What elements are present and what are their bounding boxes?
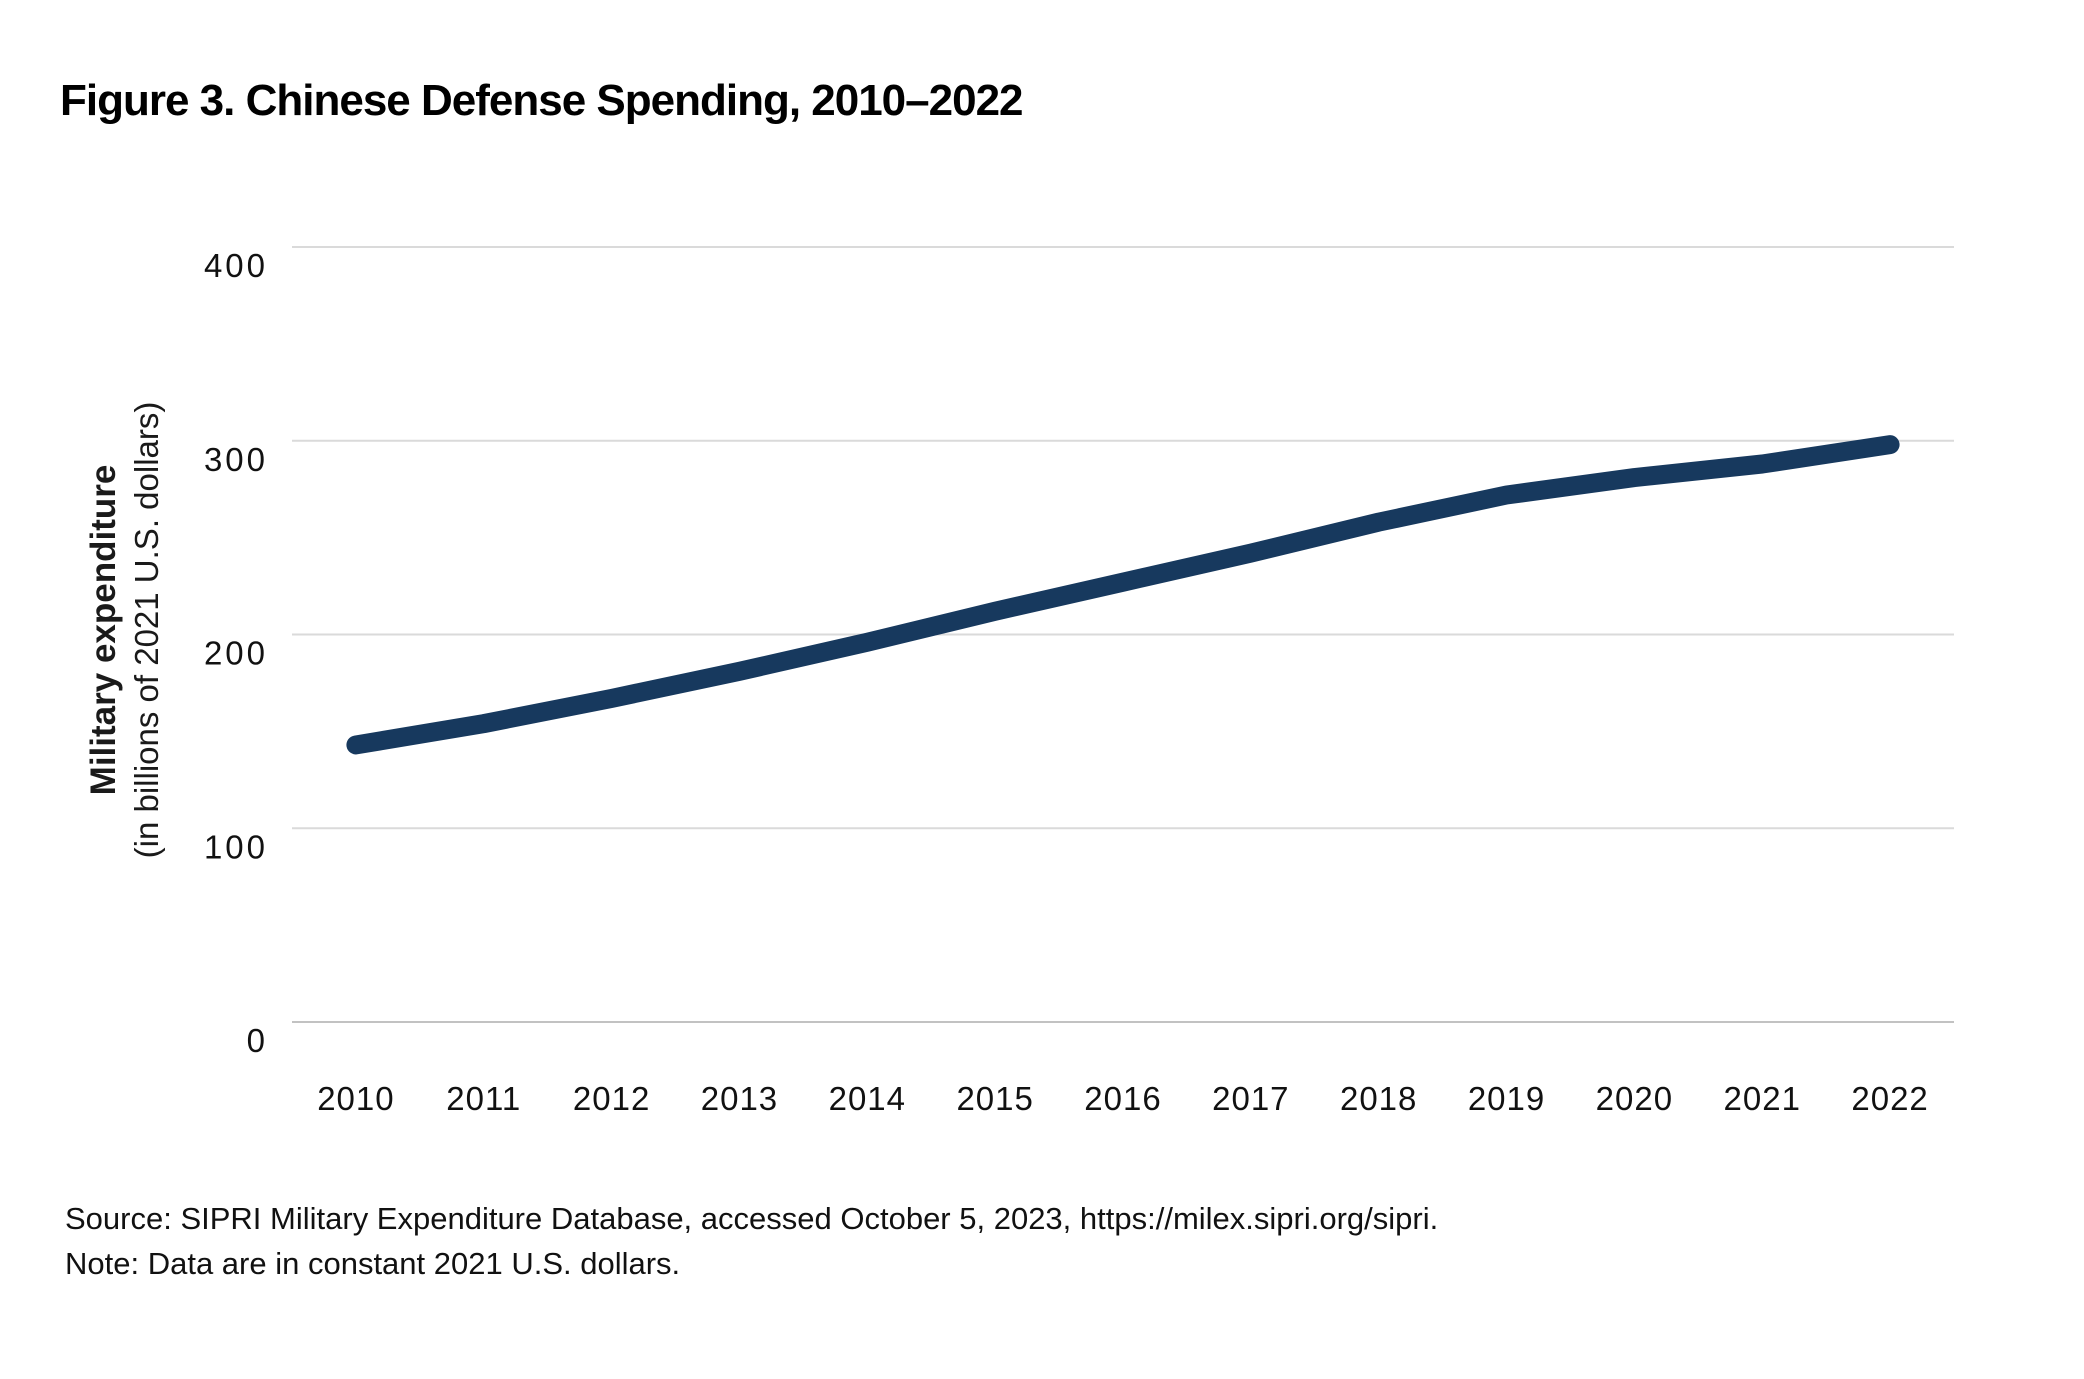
data-note: Note: Data are in constant 2021 U.S. dol… xyxy=(65,1246,681,1281)
y-tick-label: 400 xyxy=(204,247,268,284)
y-tick-label: 0 xyxy=(247,1022,268,1059)
x-tick-label: 2014 xyxy=(829,1080,906,1117)
x-tick-label: 2017 xyxy=(1212,1080,1289,1117)
x-tick-label: 2013 xyxy=(701,1080,778,1117)
y-tick-label: 100 xyxy=(204,828,268,865)
x-tick-label: 2018 xyxy=(1340,1080,1417,1117)
spending-line xyxy=(346,435,1900,755)
x-tick-label: 2019 xyxy=(1468,1080,1545,1117)
figure-title: Figure 3. Chinese Defense Spending, 2010… xyxy=(60,76,1024,125)
x-tick-label: 2021 xyxy=(1724,1080,1801,1117)
x-tick-label: 2020 xyxy=(1596,1080,1673,1117)
x-tick-label: 2016 xyxy=(1084,1080,1161,1117)
x-tick-label: 2012 xyxy=(573,1080,650,1117)
source-note: Source: SIPRI Military Expenditure Datab… xyxy=(65,1201,1439,1236)
x-tick-label: 2010 xyxy=(317,1080,394,1117)
x-tick-label: 2011 xyxy=(446,1080,521,1117)
x-tick-label: 2015 xyxy=(956,1080,1033,1117)
source-block: Source: SIPRI Military Expenditure Datab… xyxy=(65,1196,1438,1286)
y-tick-label: 200 xyxy=(204,635,268,672)
y-tick-label: 300 xyxy=(204,441,268,478)
x-tick-label: 2022 xyxy=(1851,1080,1928,1117)
